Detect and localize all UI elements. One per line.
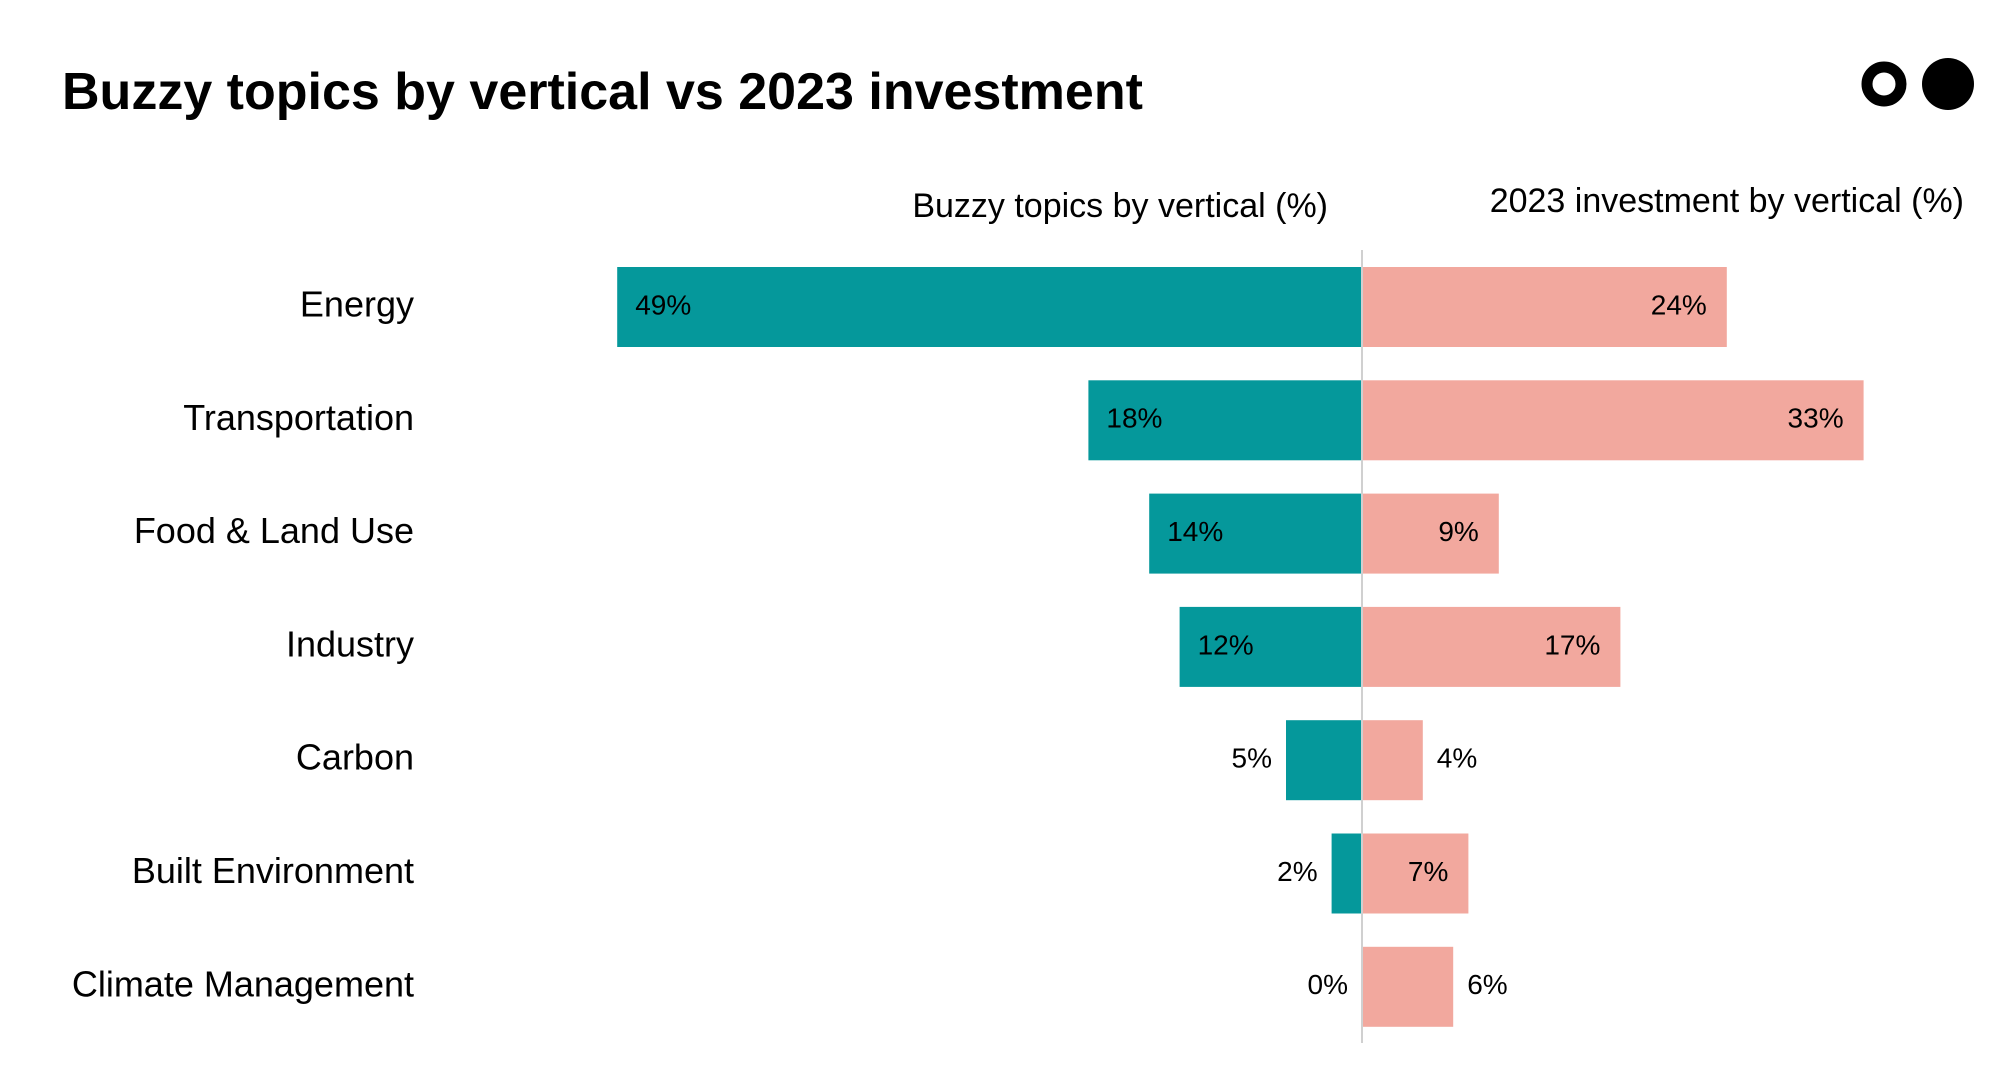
- category-label: Climate Management: [72, 963, 414, 1004]
- investment-bar: [1362, 380, 1864, 461]
- buzzy-topics-bar: [1179, 606, 1362, 687]
- left-series-header: Buzzy topics by vertical (%): [912, 187, 1328, 225]
- category-label: Energy: [300, 284, 414, 325]
- buzzy-topics-bar: [1286, 720, 1362, 801]
- category-label: Built Environment: [132, 850, 414, 891]
- buzzy-topics-value-label: 0%: [1308, 969, 1348, 1000]
- buzzy-topics-value-label: 49%: [635, 289, 691, 320]
- chart-title: Buzzy topics by vertical vs 2023 investm…: [62, 63, 1143, 121]
- investment-value-label: 7%: [1408, 856, 1448, 887]
- investment-bar: [1362, 946, 1454, 1027]
- investment-bar: [1362, 720, 1423, 801]
- buzzy-topics-value-label: 14%: [1167, 516, 1223, 547]
- investment-value-label: 17%: [1544, 629, 1600, 660]
- investment-bar: [1362, 493, 1499, 574]
- buzzy-topics-bar: [1088, 380, 1362, 461]
- buzzy-topics-value-label: 2%: [1277, 856, 1317, 887]
- buzzy-topics-value-label: 18%: [1106, 403, 1162, 434]
- investment-value-label: 4%: [1437, 743, 1477, 774]
- buzzy-topics-value-label: 12%: [1198, 629, 1254, 660]
- right-series-header: 2023 investment by vertical (%): [1490, 182, 1964, 220]
- two-dots-logo-icon: [1861, 58, 1974, 110]
- buzzy-topics-value-label: 5%: [1232, 743, 1272, 774]
- buzzy-topics-bar: [1331, 833, 1362, 914]
- investment-value-label: 24%: [1651, 289, 1707, 320]
- investment-value-label: 9%: [1438, 516, 1478, 547]
- investment-bar: [1362, 267, 1727, 347]
- buzzy-topics-bar: [1149, 493, 1362, 574]
- investment-bar: [1362, 833, 1469, 914]
- buzzy-topics-bar: [617, 267, 1362, 347]
- category-label: Carbon: [296, 737, 414, 778]
- investment-value-label: 6%: [1467, 969, 1507, 1000]
- category-label: Transportation: [183, 397, 414, 438]
- investment-bar: [1362, 606, 1621, 687]
- investment-value-label: 33%: [1788, 403, 1844, 434]
- category-label: Industry: [286, 623, 414, 664]
- category-label: Food & Land Use: [134, 510, 414, 551]
